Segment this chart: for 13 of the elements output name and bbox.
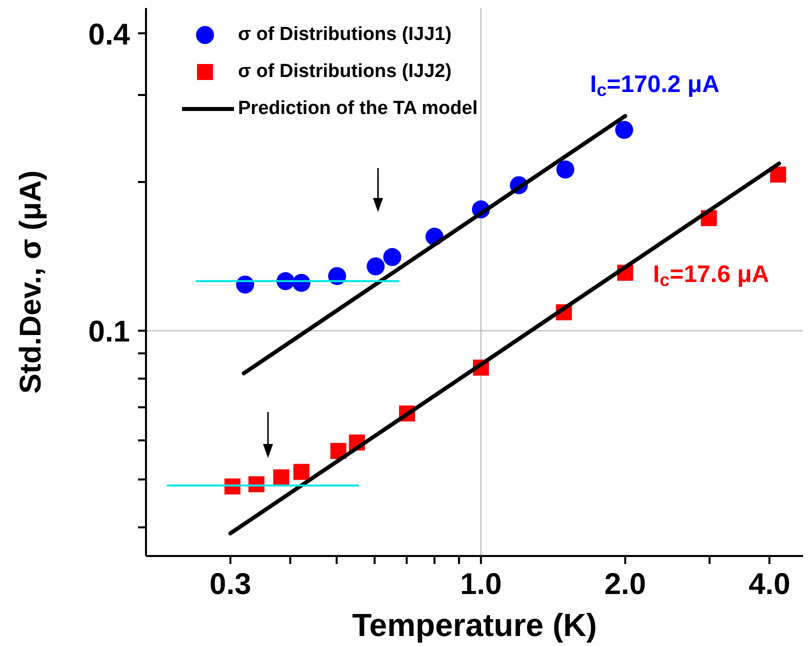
x-tick-label: 1.0 [460,568,502,601]
x-tick-label: 2.0 [604,568,646,601]
y-tick-label: 0.1 [88,316,130,349]
x-tick-label: 4.0 [748,568,790,601]
y-axis-title: Std.Dev., σ (μA) [14,170,48,394]
y-tick-label: 0.4 [88,18,130,52]
annotation: I$_{c}$=17.6 μA [653,261,770,290]
legend-label: σ of Distributions (IJJ2) [238,60,452,84]
legend-label: Prediction of the TA model [238,97,478,121]
legend-label: σ of Distributions (IJJ1) [238,23,452,47]
annotation: I$_{c}$=170.2 μA [590,71,720,100]
x-tick-label: 0.3 [210,568,252,601]
x-axis-title: Temperature (K) [352,607,597,643]
